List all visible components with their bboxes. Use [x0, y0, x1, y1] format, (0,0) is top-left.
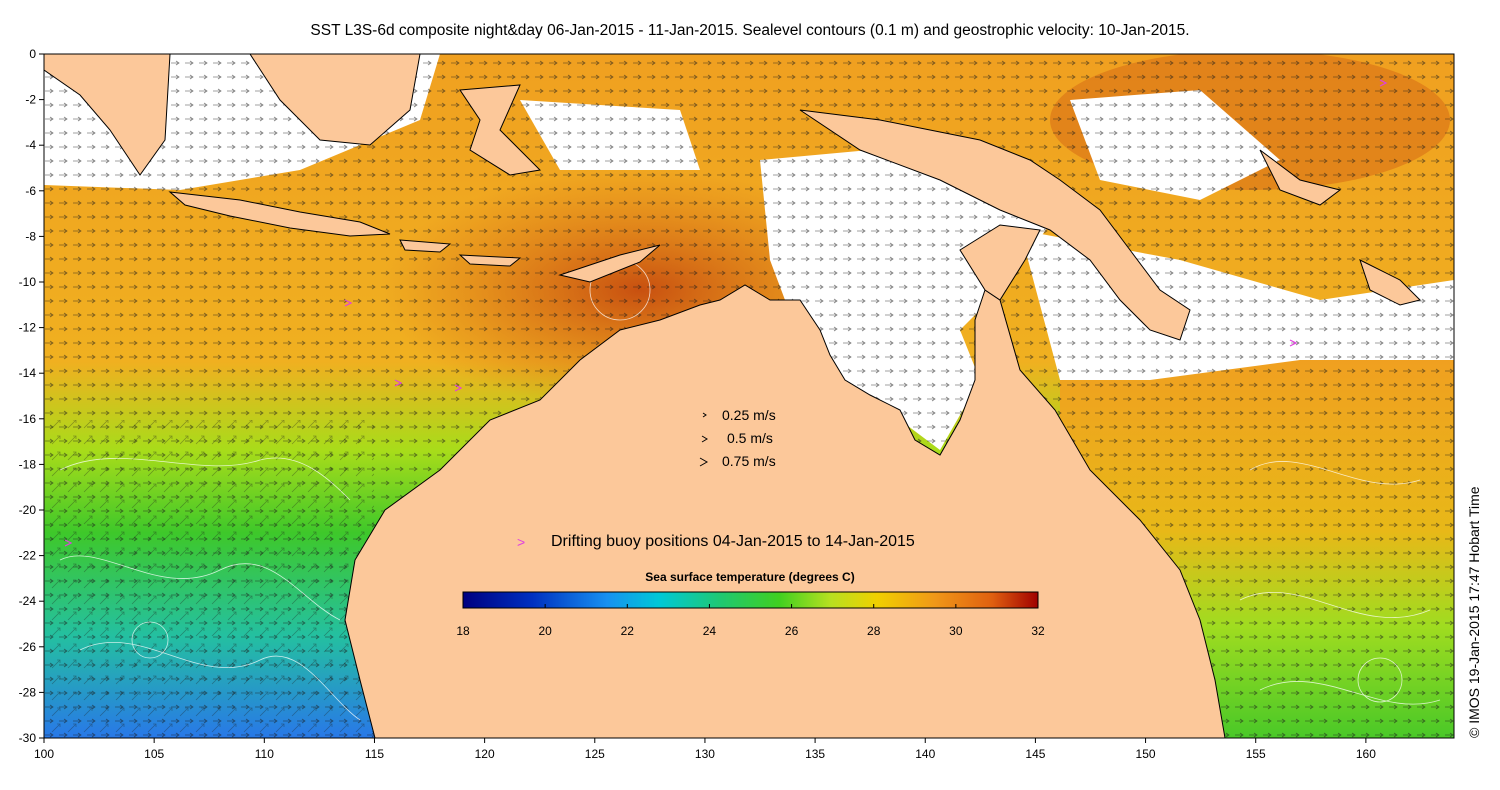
y-tick-label: -18 [19, 457, 37, 471]
x-tick-label: 155 [1246, 747, 1266, 761]
y-tick-label: -30 [19, 731, 37, 745]
java [168, 191, 391, 237]
cape-york [959, 224, 1041, 301]
x-tick-label: 105 [144, 747, 164, 761]
y-tick-label: -10 [19, 275, 37, 289]
map-title: SST L3S-6d composite night&day 06-Jan-20… [310, 22, 1190, 39]
colorbar-tick-label: 18 [456, 624, 470, 638]
y-tick-label: -22 [19, 549, 37, 563]
y-tick-label: -20 [19, 503, 37, 517]
y-axis: 0 -2 -4 -6 -8 -10 -12 -14 -16 -18 -20 -22 -24 -26 -28 -… [19, 47, 44, 745]
colorbar: Sea surface temperature (degrees C) 18 20… [456, 570, 1045, 638]
velocity-label-1: 0.25 m/s [722, 407, 776, 423]
velocity-arrow-medium [701, 435, 708, 443]
x-tick-label: 150 [1136, 747, 1156, 761]
x-tick-label: 130 [695, 747, 715, 761]
buoy-legend-symbol: > [517, 534, 525, 550]
land [44, 54, 1421, 738]
buoy-markers [64, 79, 1388, 547]
timor [558, 244, 661, 283]
x-tick-label: 135 [805, 747, 825, 761]
colorbar-tick-label: 28 [867, 624, 881, 638]
new-guinea [799, 109, 1191, 341]
sumatra [44, 54, 171, 176]
x-axis: 100 105 110 115 120 125 130 135 140 145 150 155 160 [34, 738, 1376, 761]
x-tick-label: 120 [475, 747, 495, 761]
x-tick-label: 140 [915, 747, 935, 761]
sealevel-contours [59, 259, 1441, 721]
x-tick-label: 160 [1356, 747, 1376, 761]
buoy-legend: > Drifting buoy positions 04-Jan-2015 to… [517, 533, 915, 550]
y-tick-label: -8 [25, 229, 36, 243]
colorbar-gradient [462, 591, 1039, 609]
y-tick-label: -28 [19, 685, 37, 699]
credit-text: © IMOS 19-Jan-2015 17:47 Hobart Time [1466, 486, 1482, 738]
colorbar-tick-label: 22 [621, 624, 635, 638]
y-tick-label: -14 [19, 366, 37, 380]
y-tick-label: -6 [25, 184, 36, 198]
plot-area [44, 54, 1454, 738]
colorbar-tick-label: 26 [785, 624, 799, 638]
y-tick-label: -4 [25, 138, 36, 152]
colorbar-title: Sea surface temperature (degrees C) [645, 570, 854, 584]
sulawesi [459, 84, 542, 176]
borneo [249, 54, 421, 146]
new-britain [1259, 149, 1342, 206]
velocity-label-3: 0.75 m/s [722, 453, 776, 469]
solomons [1359, 259, 1421, 306]
velocity-arrows-sw [44, 420, 374, 738]
y-tick-label: 0 [29, 47, 36, 61]
x-tick-label: 100 [34, 747, 54, 761]
y-tick-label: -12 [19, 321, 37, 335]
colorbar-tick-label: 30 [949, 624, 963, 638]
y-tick-label: -2 [25, 93, 36, 107]
y-tick-label: -24 [19, 594, 37, 608]
velocity-arrow-small [702, 412, 707, 418]
buoy-legend-label: Drifting buoy positions 04-Jan-2015 to 1… [551, 533, 915, 550]
colorbar-tick-label: 32 [1031, 624, 1045, 638]
velocity-label-2: 0.5 m/s [727, 430, 773, 446]
velocity-arrow-large [699, 457, 709, 467]
x-tick-label: 110 [255, 747, 274, 761]
colorbar-tick-label: 24 [703, 624, 717, 638]
x-tick-label: 145 [1025, 747, 1045, 761]
y-tick-label: -26 [19, 640, 37, 654]
colorbar-tick-label: 20 [538, 624, 552, 638]
colorbar-ticks: 18 20 22 24 26 28 30 32 [456, 604, 1045, 638]
y-tick-label: -16 [19, 412, 37, 426]
velocity-legend: 0.25 m/s 0.5 m/s 0.75 m/s [699, 407, 776, 469]
australia [344, 284, 1226, 738]
x-tick-label: 125 [585, 747, 605, 761]
x-tick-label: 115 [365, 747, 384, 761]
plot-frame [43, 53, 1455, 739]
